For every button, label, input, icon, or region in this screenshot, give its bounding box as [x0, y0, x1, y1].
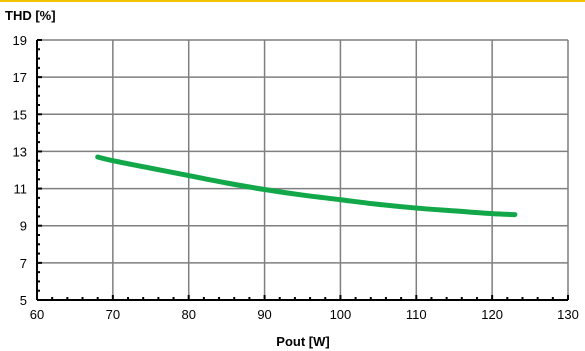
y-tick-label: 17 [13, 70, 27, 85]
series-line-0 [95, 154, 518, 218]
x-tick-label: 70 [106, 307, 120, 322]
grid [37, 40, 568, 300]
y-axis-title: THD [%] [5, 8, 56, 23]
series-layer [95, 154, 518, 218]
top-rule [0, 0, 585, 2]
y-tick-label: 7 [20, 256, 27, 271]
x-tick-label: 60 [30, 307, 44, 322]
y-tick-label: 13 [13, 144, 27, 159]
x-tick-label: 120 [481, 307, 503, 322]
y-tick-label: 5 [20, 293, 27, 308]
x-tick-label: 110 [406, 307, 427, 322]
tick-labels: 60 70 80 90 100 110 120 130 5 7 9 11 13 15 17 19 [13, 33, 579, 322]
y-tick-label: 15 [13, 107, 27, 122]
x-axis-title: Pout [W] [276, 334, 329, 349]
x-tick-label: 130 [557, 307, 579, 322]
y-tick-label: 11 [14, 182, 28, 197]
x-tick-label: 90 [257, 307, 271, 322]
x-tick-label: 80 [181, 307, 195, 322]
x-tick-label: 100 [330, 307, 352, 322]
axes-frame [36, 39, 569, 301]
y-tick-label: 9 [20, 219, 27, 234]
y-tick-label: 19 [13, 33, 27, 48]
